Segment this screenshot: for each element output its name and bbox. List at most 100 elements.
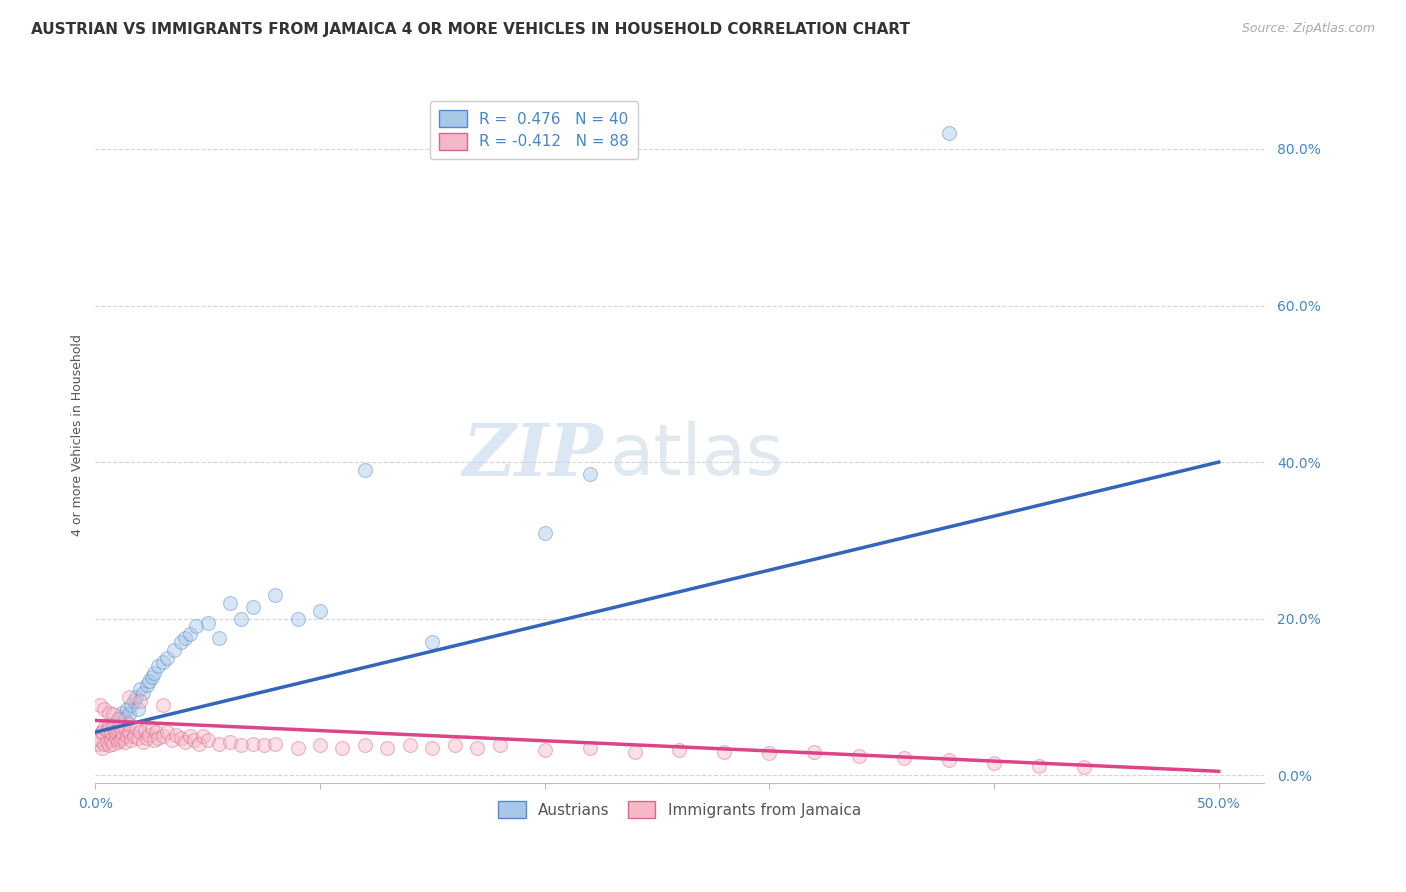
Point: [125, 721, 148, 735]
Point: [179, 627, 201, 641]
Point: [187, 737, 209, 751]
Point: [122, 729, 145, 743]
Point: [97, 739, 120, 753]
Point: [623, 745, 645, 759]
Point: [129, 682, 152, 697]
Point: [197, 615, 219, 630]
Point: [125, 690, 148, 704]
Point: [131, 686, 153, 700]
Point: [354, 739, 377, 753]
Point: [170, 635, 193, 649]
Point: [89, 733, 111, 747]
Point: [231, 612, 253, 626]
Point: [141, 670, 163, 684]
Point: [103, 707, 125, 722]
Point: [103, 737, 125, 751]
Point: [115, 729, 138, 743]
Point: [193, 729, 215, 743]
Point: [120, 733, 142, 747]
Point: [93, 701, 115, 715]
Point: [309, 604, 332, 618]
Point: [465, 740, 488, 755]
Point: [183, 733, 205, 747]
Point: [107, 735, 129, 749]
Point: [803, 745, 825, 759]
Point: [148, 658, 170, 673]
Point: [120, 698, 142, 712]
Point: [103, 717, 125, 731]
Point: [231, 739, 253, 753]
Point: [152, 655, 174, 669]
Point: [422, 740, 444, 755]
Point: [264, 737, 287, 751]
Point: [983, 756, 1005, 771]
Point: [118, 717, 141, 731]
Text: ZIP: ZIP: [463, 420, 603, 491]
Point: [118, 690, 141, 704]
Point: [107, 723, 129, 737]
Point: [100, 733, 122, 747]
Point: [97, 717, 120, 731]
Point: [309, 739, 332, 753]
Point: [91, 740, 114, 755]
Point: [443, 739, 465, 753]
Point: [152, 698, 174, 712]
Point: [145, 725, 167, 739]
Point: [186, 619, 208, 633]
Point: [422, 635, 444, 649]
Point: [287, 740, 309, 755]
Point: [208, 737, 231, 751]
Point: [148, 731, 170, 745]
Point: [107, 712, 129, 726]
Point: [533, 525, 555, 540]
Point: [108, 709, 131, 723]
Point: [893, 751, 915, 765]
Point: [197, 733, 219, 747]
Point: [287, 612, 309, 626]
Text: Source: ZipAtlas.com: Source: ZipAtlas.com: [1241, 22, 1375, 36]
Point: [758, 747, 780, 761]
Point: [138, 674, 160, 689]
Point: [533, 743, 555, 757]
Point: [97, 721, 120, 735]
Point: [108, 720, 131, 734]
Point: [242, 599, 264, 614]
Point: [1028, 759, 1050, 773]
Point: [129, 694, 152, 708]
Text: atlas: atlas: [609, 421, 783, 490]
Point: [134, 723, 156, 737]
Point: [91, 725, 114, 739]
Point: [264, 588, 287, 602]
Legend: Austrians, Immigrants from Jamaica: Austrians, Immigrants from Jamaica: [492, 796, 868, 824]
Point: [131, 735, 153, 749]
Point: [89, 698, 111, 712]
Point: [114, 712, 136, 726]
Point: [163, 643, 186, 657]
Point: [208, 631, 231, 645]
Point: [332, 740, 354, 755]
Point: [93, 737, 115, 751]
Point: [713, 745, 735, 759]
Point: [253, 739, 276, 753]
Point: [578, 467, 600, 481]
Point: [156, 725, 179, 739]
Y-axis label: 4 or more Vehicles in Household: 4 or more Vehicles in Household: [72, 334, 84, 535]
Point: [170, 731, 193, 745]
Point: [97, 706, 120, 720]
Point: [142, 733, 165, 747]
Point: [115, 701, 138, 715]
Point: [141, 721, 163, 735]
Point: [136, 678, 159, 692]
Point: [219, 735, 242, 749]
Point: [86, 737, 108, 751]
Point: [1073, 760, 1095, 774]
Point: [848, 748, 870, 763]
Point: [938, 126, 960, 140]
Point: [142, 666, 165, 681]
Point: [103, 721, 125, 735]
Point: [114, 721, 136, 735]
Point: [100, 725, 122, 739]
Text: AUSTRIAN VS IMMIGRANTS FROM JAMAICA 4 OR MORE VEHICLES IN HOUSEHOLD CORRELATION : AUSTRIAN VS IMMIGRANTS FROM JAMAICA 4 OR…: [31, 22, 910, 37]
Point: [108, 733, 131, 747]
Point: [354, 463, 377, 477]
